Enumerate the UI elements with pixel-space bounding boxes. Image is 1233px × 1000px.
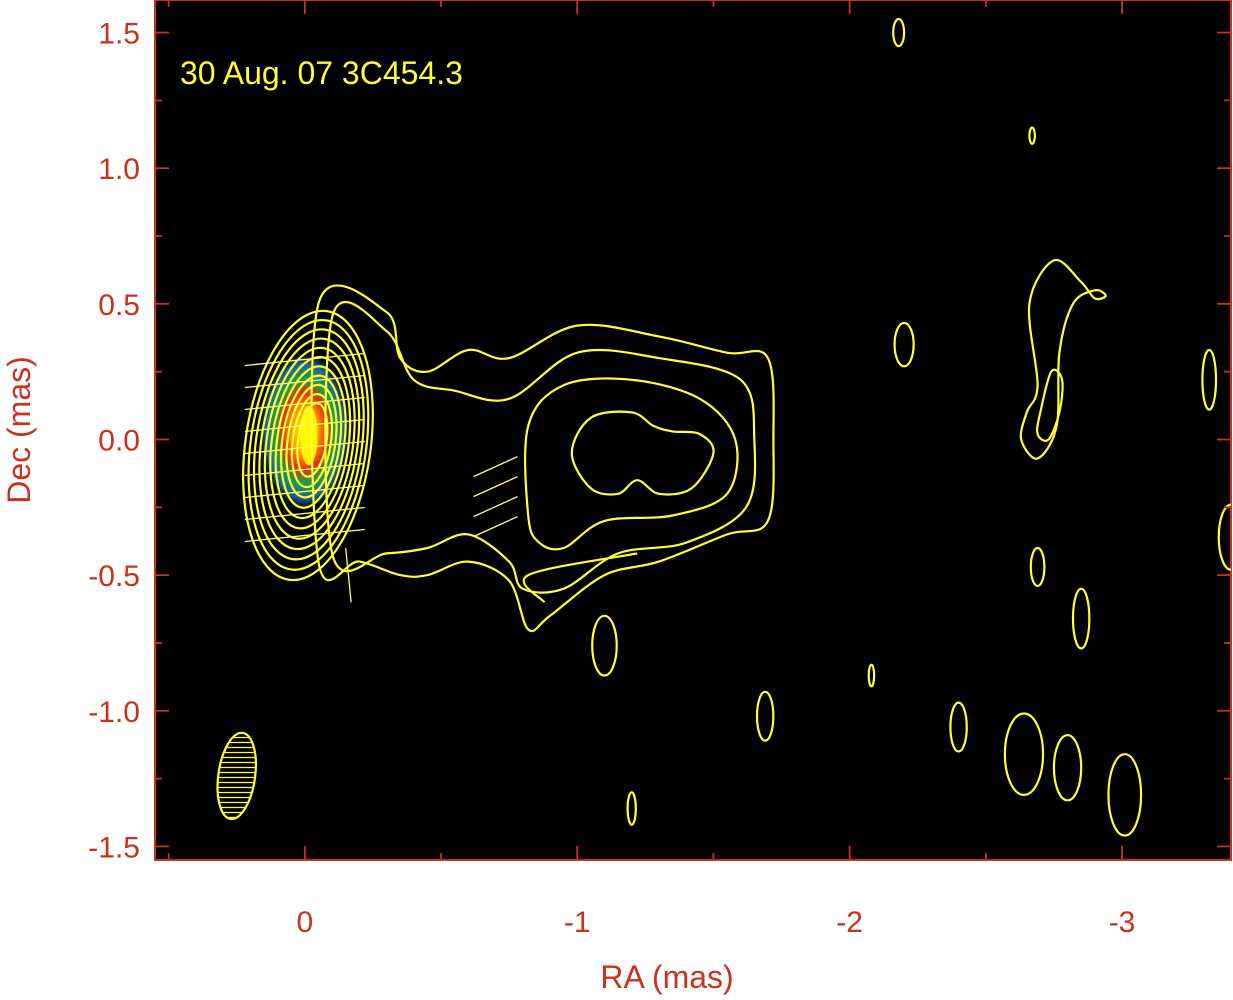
y-axis-label: Dec (mas) [1, 356, 37, 504]
jet-contour-3 [524, 377, 739, 551]
isolated-contour [893, 321, 915, 368]
isolated-contour [1052, 734, 1083, 802]
isolated-contour [1217, 503, 1231, 571]
polarization-vectors [244, 352, 518, 603]
jet-contour-2 [324, 301, 757, 594]
y-tick-label: 1.0 [98, 153, 140, 186]
isolated-contour [755, 690, 775, 742]
polarization-tick [345, 547, 352, 603]
polarization-tick [244, 352, 365, 367]
polarization-tick [244, 396, 365, 411]
x-tick-label: -3 [1109, 906, 1136, 939]
polarization-tick [244, 484, 365, 499]
polarization-tick [244, 440, 365, 455]
plot-content [212, 17, 1231, 837]
plot-annotation: 30 Aug. 07 3C454.3 [180, 55, 463, 91]
jet-contours [310, 258, 1107, 633]
core-contour [280, 374, 343, 509]
polarization-tick [473, 476, 518, 498]
polarization-tick [244, 418, 365, 433]
polarization-tick [473, 456, 518, 478]
jet-contour-inner [570, 410, 715, 496]
core-contour [242, 309, 374, 582]
x-tick-label: -1 [564, 906, 591, 939]
y-tick-label: -1.5 [88, 831, 140, 864]
knot-contour-east [1019, 258, 1107, 460]
core-contour [258, 337, 361, 551]
core-contour [296, 402, 329, 478]
isolated-contour [626, 791, 637, 826]
isolated-contour [1029, 546, 1046, 588]
isolated-contour [949, 701, 968, 753]
core-contour [290, 392, 334, 489]
x-tick-label: 0 [296, 906, 313, 939]
isolated-contour [1028, 126, 1036, 145]
x-axis: 0 -1 -2 -3 [167, 0, 1136, 939]
isolated-contour [591, 614, 618, 677]
isolated-contour [867, 663, 876, 688]
isolated-contour [1201, 348, 1218, 411]
jet-filament [522, 552, 638, 604]
core-contour [274, 365, 347, 520]
polarization-tick [244, 506, 365, 521]
isolated-contours [591, 17, 1231, 837]
y-tick-label: -0.5 [88, 560, 140, 593]
polarization-tick [473, 516, 518, 538]
polarization-tick [473, 496, 518, 518]
core-contour [247, 318, 370, 571]
isolated-contour [1003, 712, 1045, 796]
y-axis: 1.5 1.0 0.5 0.0 -0.5 -1.0 -1.5 [88, 18, 1231, 864]
core-contours [242, 309, 374, 582]
beam-outline [216, 731, 258, 821]
knot-contour-east-inner [1036, 368, 1064, 442]
isolated-contour [1107, 753, 1143, 837]
x-axis-label: RA (mas) [600, 959, 733, 995]
core-peak [300, 405, 318, 466]
y-tick-label: 0.0 [98, 424, 140, 457]
jet-contour-outer [310, 284, 775, 633]
y-tick-label: -1.0 [88, 696, 140, 729]
x-tick-label: -2 [836, 906, 863, 939]
core-contour [252, 328, 365, 561]
isolated-contour [892, 17, 906, 48]
polarization-tick [244, 462, 365, 477]
core-contour [263, 346, 356, 540]
isolated-contour [1071, 587, 1091, 650]
y-tick-label: 1.5 [98, 18, 140, 51]
polarization-tick [244, 374, 365, 389]
y-tick-label: 0.5 [98, 289, 140, 322]
polarization-tick [244, 528, 365, 543]
